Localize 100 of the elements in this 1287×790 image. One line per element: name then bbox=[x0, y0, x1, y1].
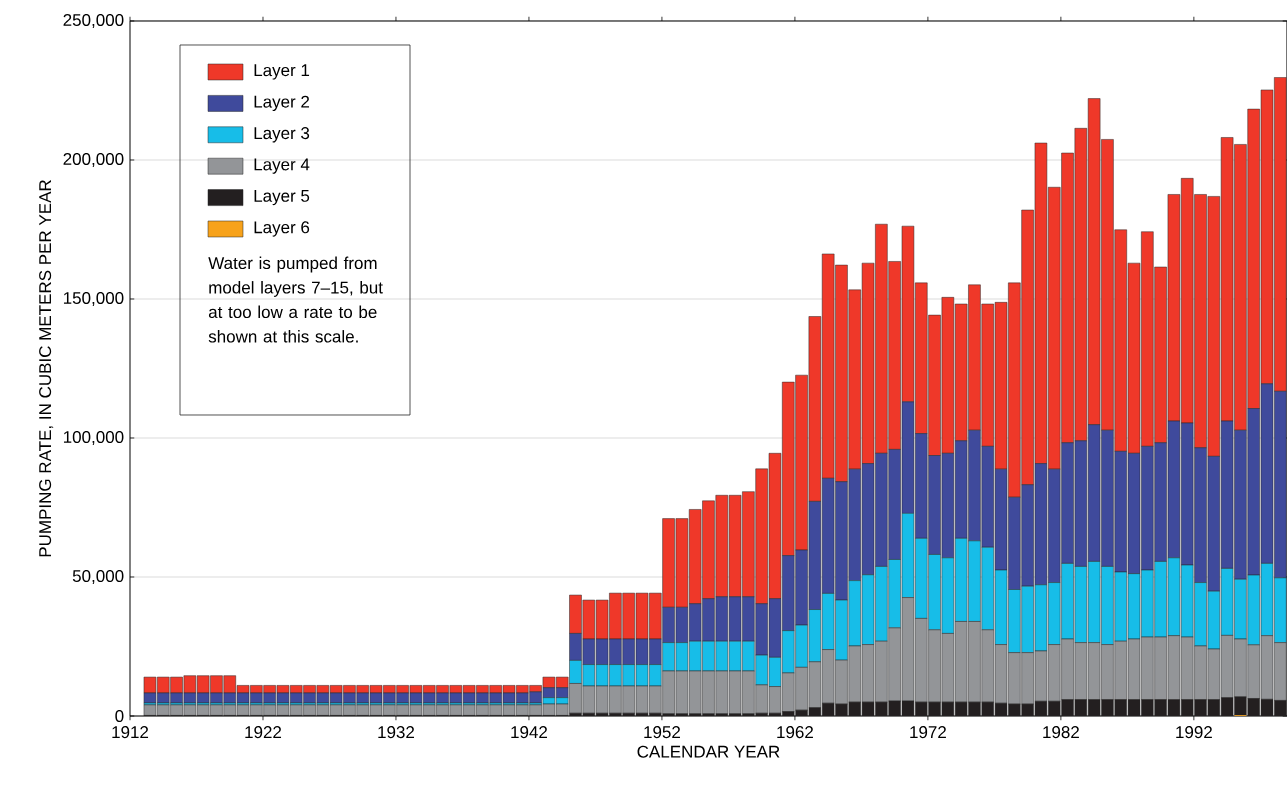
y-tick-label: 200,000 bbox=[63, 152, 124, 168]
bar bbox=[968, 284, 981, 431]
x-axis-title: CALENDAR YEAR bbox=[637, 745, 780, 758]
bar bbox=[795, 374, 808, 551]
bar bbox=[1008, 589, 1021, 653]
bar bbox=[715, 596, 729, 642]
x-tick-label: 1982 bbox=[1043, 726, 1079, 739]
y-tick-label: 150,000 bbox=[63, 291, 124, 307]
bar bbox=[1021, 484, 1034, 587]
bar bbox=[1061, 152, 1074, 443]
legend-label: Layer 5 bbox=[254, 189, 310, 206]
bar bbox=[1194, 582, 1207, 647]
bar bbox=[1021, 209, 1034, 485]
bar bbox=[1114, 229, 1127, 452]
annotation: Water is pumped from model layers 7–15, but at too low a rate to be shown at this scale. bbox=[208, 256, 383, 343]
bar bbox=[1114, 571, 1127, 642]
bar bbox=[1247, 574, 1260, 646]
bar bbox=[875, 566, 888, 642]
bar bbox=[875, 453, 888, 567]
bar bbox=[742, 491, 755, 597]
bar bbox=[1048, 582, 1061, 645]
legend-label: Layer 1 bbox=[254, 64, 310, 80]
bar bbox=[1274, 391, 1287, 579]
y-tick-label: 250,000 bbox=[63, 13, 124, 29]
bar bbox=[782, 381, 795, 556]
bar bbox=[1154, 442, 1167, 562]
y-tick-label: 100,000 bbox=[63, 430, 124, 446]
legend-label: Layer 6 bbox=[254, 221, 310, 237]
bar bbox=[1234, 429, 1247, 580]
bar bbox=[915, 538, 928, 619]
bar bbox=[888, 449, 901, 560]
bar bbox=[1074, 566, 1088, 643]
bar bbox=[1061, 442, 1074, 564]
bar bbox=[875, 223, 888, 454]
bar bbox=[1101, 566, 1114, 645]
bar bbox=[1074, 440, 1088, 567]
x-tick-label: 1962 bbox=[777, 726, 813, 739]
bar bbox=[1154, 561, 1167, 638]
y-axis-title: PUMPING RATE, IN CUBIC METERS PER YEAR bbox=[39, 180, 54, 557]
bar bbox=[848, 289, 861, 470]
bar bbox=[1194, 194, 1207, 448]
bar bbox=[662, 518, 675, 608]
bar bbox=[1141, 446, 1154, 571]
bar bbox=[915, 282, 928, 434]
x-tick-label: 1992 bbox=[1176, 726, 1212, 739]
bar bbox=[928, 455, 941, 555]
bar bbox=[915, 433, 928, 539]
bar bbox=[848, 468, 861, 581]
bar bbox=[968, 540, 981, 622]
bar bbox=[981, 547, 994, 631]
bar bbox=[688, 509, 702, 604]
bar bbox=[1247, 408, 1260, 576]
bar bbox=[1114, 451, 1127, 573]
bar bbox=[981, 303, 994, 447]
bar bbox=[1274, 577, 1287, 643]
bar bbox=[848, 580, 861, 647]
bar bbox=[702, 500, 715, 599]
x-tick-label: 1912 bbox=[112, 726, 149, 739]
bar bbox=[1154, 266, 1167, 443]
bar bbox=[1061, 563, 1074, 640]
bar bbox=[981, 446, 994, 548]
x-tick-label: 1932 bbox=[378, 726, 415, 739]
bar bbox=[888, 559, 901, 629]
bar bbox=[888, 261, 901, 450]
bar bbox=[1247, 108, 1260, 409]
bar bbox=[782, 555, 795, 631]
bar bbox=[835, 264, 848, 482]
bar bbox=[928, 554, 941, 631]
bar bbox=[1180, 422, 1194, 566]
bar bbox=[715, 495, 729, 597]
legend-label: Layer 4 bbox=[254, 158, 310, 174]
bar bbox=[968, 429, 981, 542]
bar bbox=[928, 314, 941, 456]
x-tick-label: 1942 bbox=[511, 726, 547, 739]
legend-label: Layer 3 bbox=[254, 127, 310, 143]
bar bbox=[742, 596, 755, 642]
bar bbox=[1207, 456, 1221, 592]
x-tick-label: 1922 bbox=[245, 726, 282, 739]
y-tick-label: 0 bbox=[115, 709, 124, 723]
bar bbox=[1048, 468, 1061, 583]
bar bbox=[1180, 178, 1194, 424]
bar bbox=[1274, 77, 1287, 392]
bar bbox=[1207, 196, 1221, 457]
bar bbox=[755, 468, 768, 604]
bar bbox=[1008, 282, 1021, 498]
bar bbox=[702, 598, 715, 642]
legend-label: Layer 2 bbox=[254, 95, 310, 112]
bar bbox=[1074, 128, 1088, 442]
x-tick-label: 1972 bbox=[910, 726, 946, 739]
bar bbox=[1101, 139, 1114, 431]
bar bbox=[1048, 186, 1061, 470]
bar bbox=[1101, 429, 1114, 567]
y-tick-label: 50,000 bbox=[72, 569, 124, 585]
bar bbox=[688, 603, 702, 642]
bar bbox=[1234, 144, 1247, 431]
bar bbox=[835, 481, 848, 601]
x-tick-label: 1952 bbox=[644, 726, 680, 739]
bar bbox=[1141, 231, 1154, 447]
bar bbox=[1194, 447, 1207, 583]
bar bbox=[1008, 496, 1021, 590]
